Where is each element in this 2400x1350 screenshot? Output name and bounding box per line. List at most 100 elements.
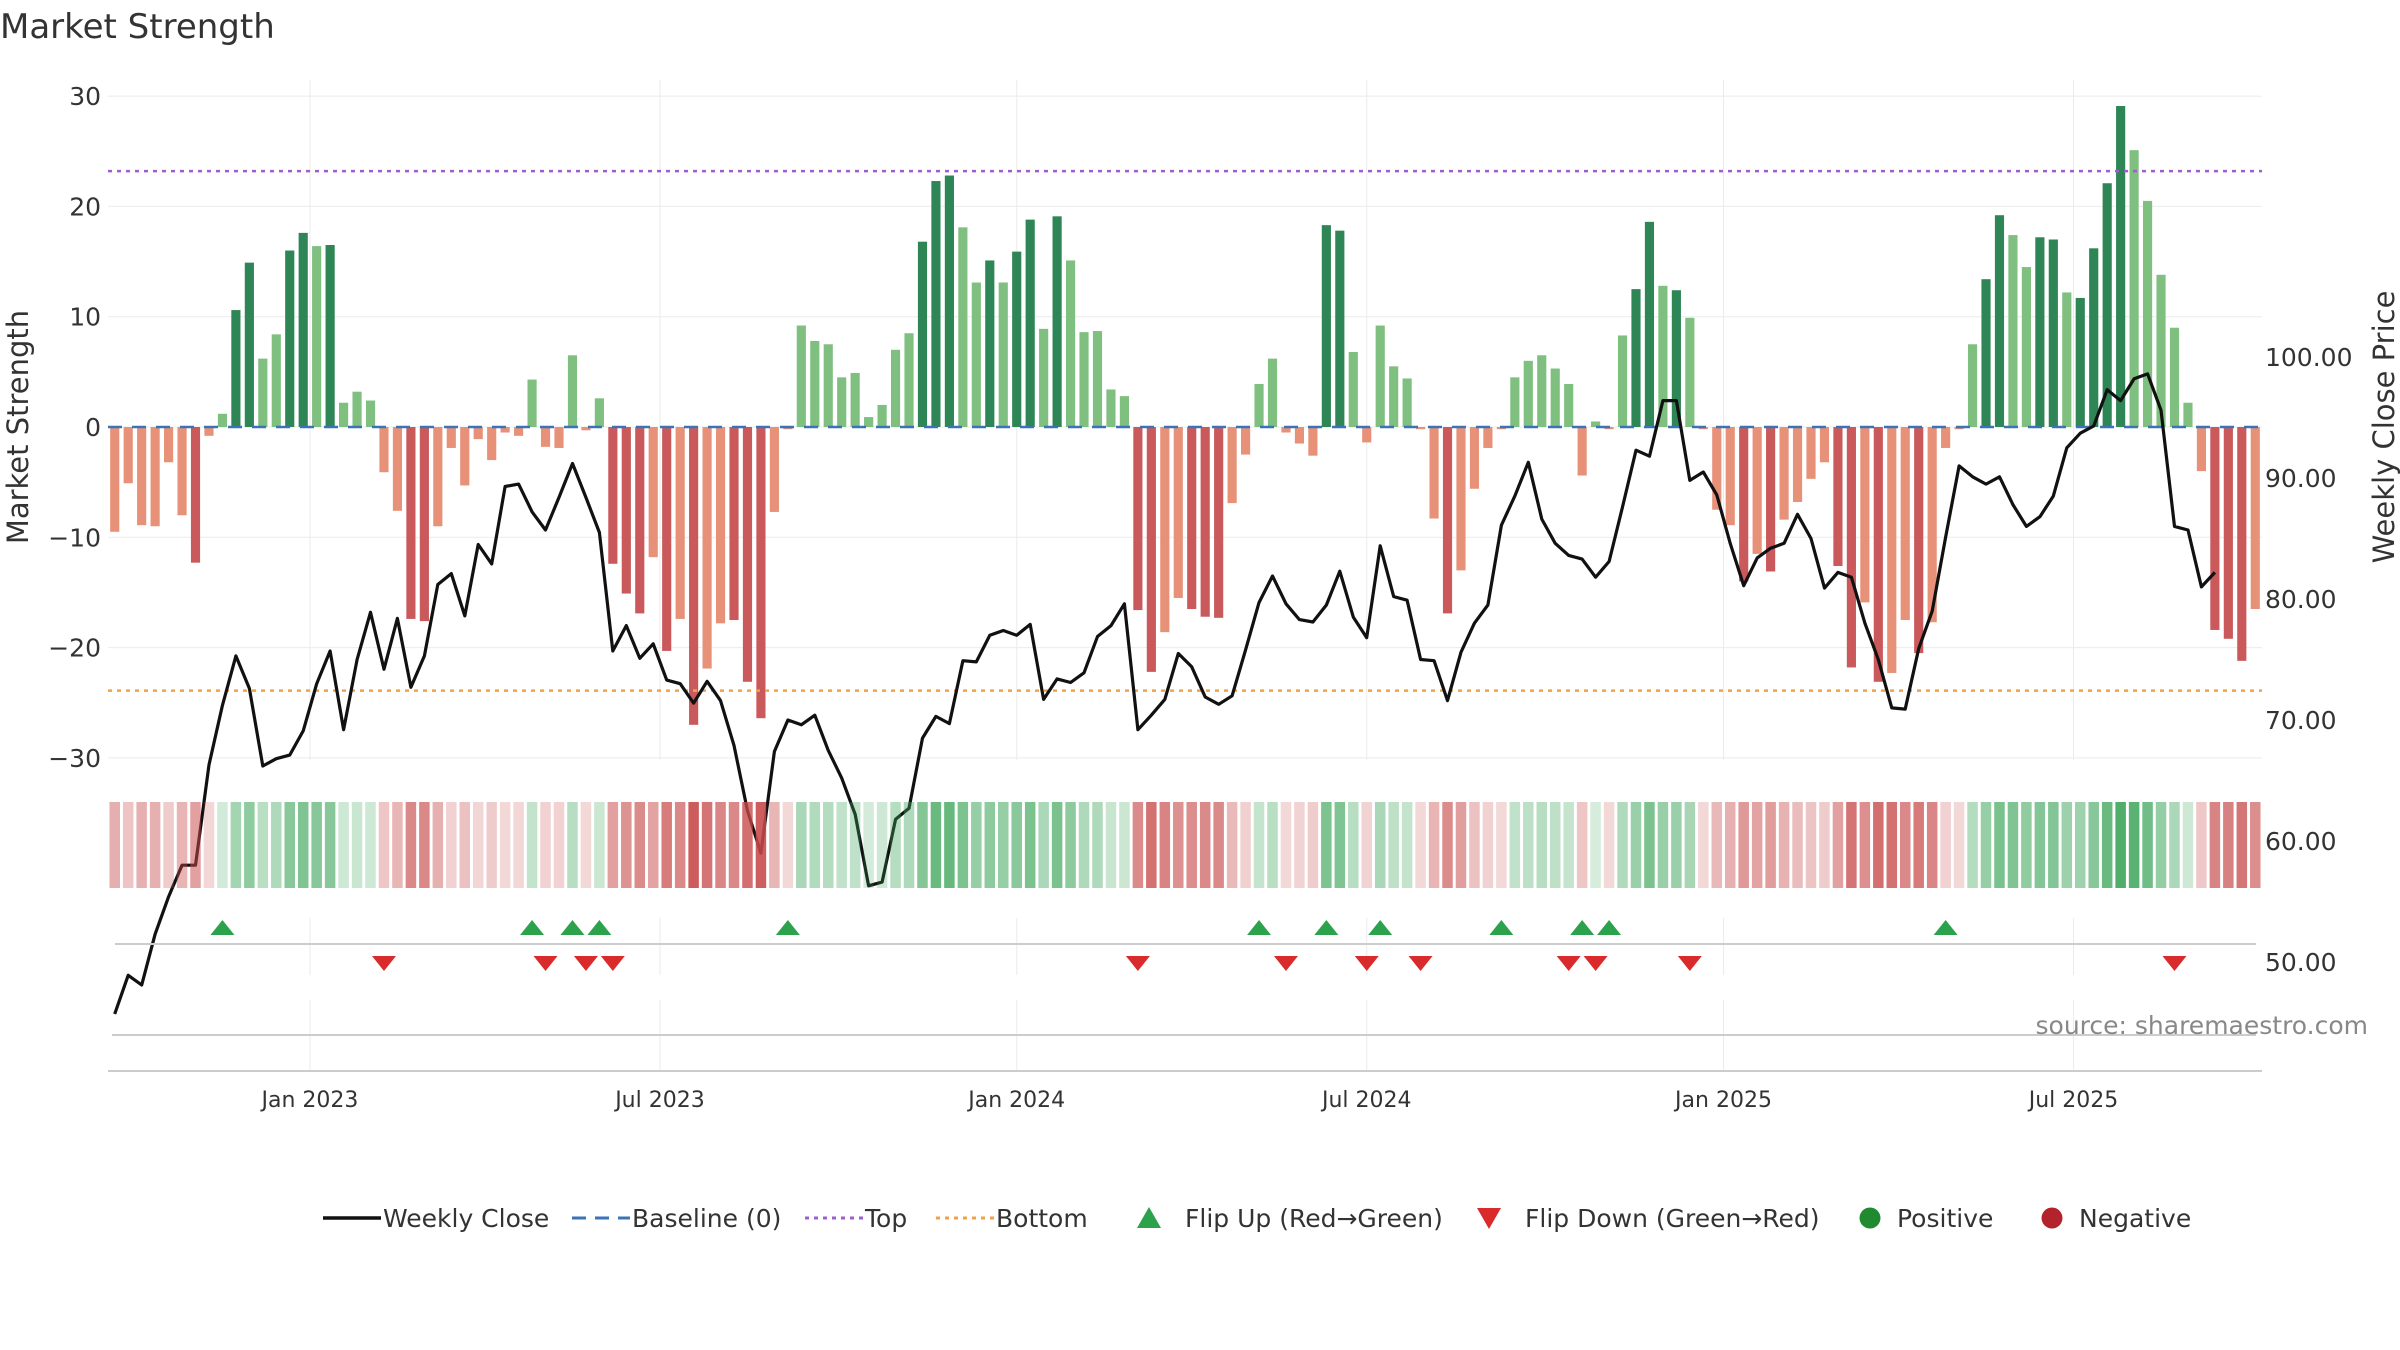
strength-bar	[177, 427, 187, 516]
heat-cell	[1253, 802, 1265, 888]
heat-cell	[1267, 802, 1278, 888]
heat-cell	[297, 802, 309, 888]
heat-cell	[1630, 802, 1642, 888]
strength-bar	[1779, 427, 1789, 520]
strength-bar	[1887, 427, 1897, 673]
heat-cell	[944, 802, 955, 888]
strength-bar	[1860, 427, 1870, 603]
strength-bar	[1039, 328, 1049, 427]
strength-bar	[2116, 106, 2126, 427]
heat-cell	[903, 802, 915, 888]
strength-bar	[2021, 267, 2031, 427]
heat-cell	[1563, 802, 1574, 888]
heat-cell	[499, 802, 511, 888]
heat-cell	[1738, 802, 1749, 888]
y-left-tick-label: −20	[48, 634, 101, 663]
strength-bar	[769, 427, 779, 512]
heat-cell	[1401, 802, 1413, 888]
x-tick-label: Jan 2023	[259, 1088, 358, 1113]
strength-bar	[1200, 427, 1210, 617]
heat-cell	[1873, 802, 1884, 888]
heat-cell	[1051, 802, 1063, 888]
heat-cell	[1482, 802, 1494, 888]
heat-cell	[1926, 802, 1938, 888]
heat-cell	[1173, 802, 1184, 888]
heat-cell	[1617, 802, 1628, 888]
strength-bar	[971, 282, 981, 427]
heat-cell	[284, 802, 295, 888]
heat-cell	[203, 802, 215, 888]
flip-down-marker	[1677, 956, 1702, 971]
heat-cell	[1549, 802, 1561, 888]
heat-cell	[688, 802, 699, 888]
strength-bar	[823, 344, 833, 427]
flip-up-marker	[1314, 920, 1339, 935]
strength-bar	[1281, 427, 1291, 433]
heat-cell	[1698, 802, 1709, 888]
strength-bar	[1900, 427, 1910, 621]
heat-cell	[2088, 802, 2099, 888]
flip-up-marker	[1933, 920, 1958, 935]
strength-bar	[2048, 239, 2058, 427]
flip-down-marker	[1354, 956, 1379, 971]
strength-bar	[123, 427, 133, 484]
heat-cell	[1132, 802, 1144, 888]
strength-bar	[1012, 251, 1022, 427]
strength-bar	[1591, 421, 1601, 427]
strength-bar	[1241, 427, 1251, 455]
strength-bar	[2102, 183, 2112, 427]
heat-cell	[1805, 802, 1817, 888]
heat-cell	[405, 802, 417, 888]
heat-cell	[1226, 802, 1238, 888]
strength-bar	[742, 427, 753, 682]
flip-up-marker	[520, 920, 545, 935]
heat-cell	[1146, 802, 1157, 888]
heat-cell	[1523, 802, 1534, 888]
strength-bar	[1294, 427, 1305, 444]
strength-bar	[1994, 215, 2005, 427]
weekly-close-layer	[113, 372, 2217, 1015]
heat-cell	[1011, 802, 1022, 888]
heat-cell	[311, 802, 322, 888]
heat-cell	[2115, 802, 2126, 888]
strength-bar	[285, 250, 295, 427]
legend-circle-icon	[1859, 1207, 1881, 1229]
strength-bar	[2129, 150, 2139, 427]
heat-cell	[149, 802, 161, 888]
strength-bar	[460, 427, 470, 486]
strength-bar	[1537, 355, 1547, 427]
flip-down-marker	[1273, 956, 1298, 971]
strength-bar	[1052, 216, 1062, 427]
heat-cell	[472, 802, 484, 888]
flip-down-marker	[1583, 956, 1608, 971]
heat-cell	[1846, 802, 1857, 888]
strength-bar	[2250, 427, 2260, 609]
x-tick-label: Jan 2024	[966, 1088, 1065, 1113]
heat-cell	[1321, 802, 1332, 888]
strength-bar	[1092, 331, 1103, 427]
heat-cell	[1953, 802, 1965, 888]
heat-cell	[2196, 802, 2207, 888]
strength-bar	[1631, 289, 1641, 427]
y-right-tick-label: 50.00	[2265, 948, 2337, 977]
strength-bar	[689, 427, 699, 725]
heat-cell	[1994, 802, 2005, 888]
strength-bar	[2075, 297, 2085, 427]
strength-bar	[1914, 427, 1924, 654]
heat-cell	[365, 802, 376, 888]
heat-cell	[540, 802, 551, 888]
heat-cell	[513, 802, 524, 888]
strength-bar	[917, 241, 928, 427]
legend-triangle-down-icon	[1477, 1208, 1501, 1229]
strength-bar	[1308, 427, 1318, 456]
heat-cell	[1576, 802, 1588, 888]
heat-cell	[1078, 802, 1090, 888]
strength-bar	[1160, 427, 1170, 633]
heat-cell	[1213, 802, 1224, 888]
strength-bar	[998, 282, 1008, 427]
flip-down-marker	[600, 956, 625, 971]
heat-cell	[2155, 802, 2167, 888]
heat-cell	[351, 802, 363, 888]
heat-cell	[1859, 802, 1871, 888]
y-right-tick-label: 80.00	[2265, 585, 2337, 614]
